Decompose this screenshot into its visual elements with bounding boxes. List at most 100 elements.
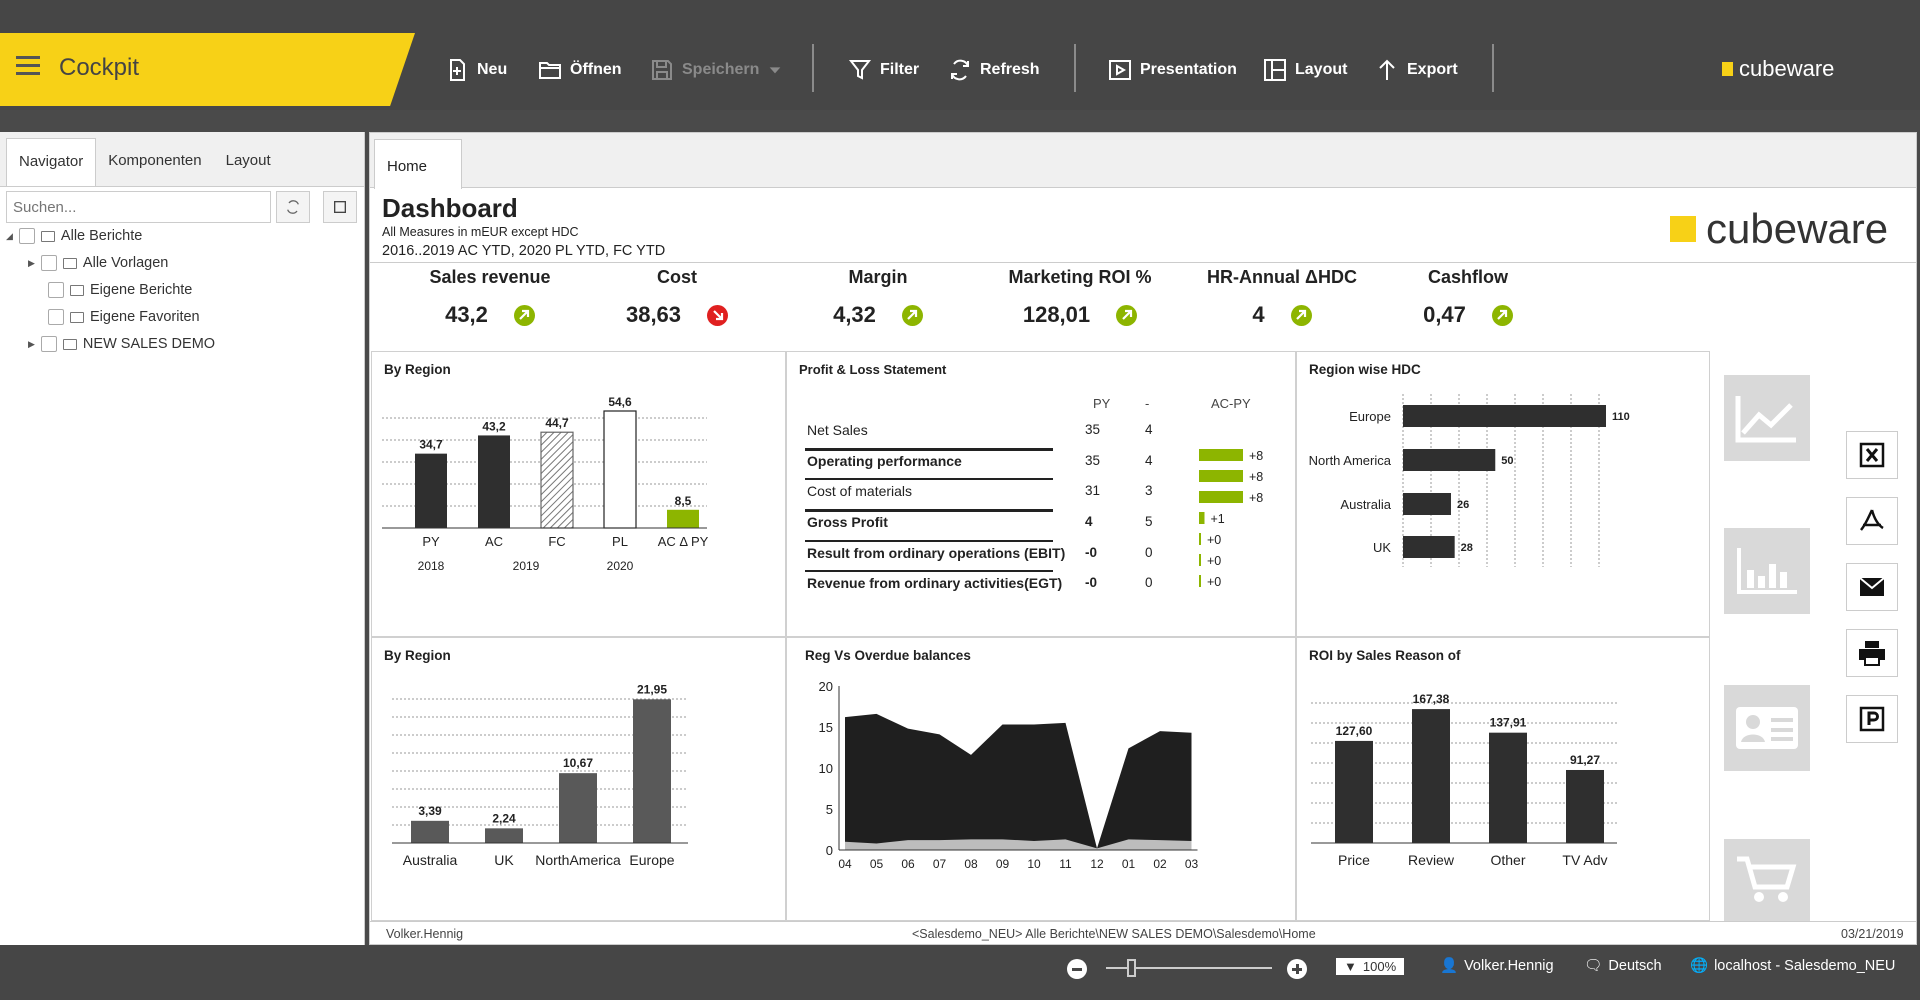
export-button[interactable]: Export (1375, 56, 1458, 84)
new-button[interactable]: Neu (445, 56, 507, 84)
shopping-cart-nav-button[interactable] (1724, 839, 1810, 921)
contact-card-nav-button[interactable] (1724, 685, 1810, 771)
export-powerpoint-button[interactable] (1846, 695, 1898, 743)
printer-icon (1859, 641, 1885, 666)
folder-icon (40, 230, 55, 242)
user-icon: 👤 (1440, 958, 1459, 974)
divider (370, 262, 1916, 263)
delta-label: +8 (1249, 470, 1263, 484)
category-label: North America (1309, 453, 1392, 468)
kpi-label: Cost (657, 267, 697, 287)
zoom-slider-handle[interactable] (1127, 959, 1136, 977)
tree-item-alle-vorlagen[interactable]: ▶ Alle Vorlagen (28, 255, 169, 271)
y-tick-label: 0 (826, 843, 833, 858)
tree-item-new-sales-demo[interactable]: ▶ NEW SALES DEMO (28, 336, 216, 352)
value-label: 110 (1612, 411, 1630, 423)
value-label: 127,60 (1336, 724, 1373, 738)
refresh-icon (287, 200, 299, 214)
search-input[interactable] (6, 191, 271, 223)
hamburger-menu-icon[interactable] (16, 56, 40, 76)
kpi-value-row: 38,63 (577, 302, 777, 328)
kpi-value: 4 (1252, 302, 1265, 327)
category-label: PL (612, 534, 628, 549)
tree-item-alle-berichte[interactable]: ◢ Alle Berichte (6, 228, 143, 244)
presentation-button[interactable]: Presentation (1108, 56, 1237, 84)
tree-expand-icon[interactable]: ▶ (28, 257, 35, 268)
pl-row-divider (805, 540, 1053, 542)
kpi-5[interactable]: Cashflow 0,47 (1368, 267, 1568, 328)
kpi-1[interactable]: Cost 38,63 (577, 267, 777, 328)
tree-expand-icon[interactable]: ▶ (28, 338, 35, 349)
refresh-button[interactable]: Refresh (948, 56, 1040, 84)
x-tick-label: 02 (1153, 857, 1167, 871)
tab-navigator[interactable]: Navigator (6, 138, 97, 186)
bar-chart-nav-button[interactable] (1724, 528, 1810, 614)
toolbar-separator (812, 44, 814, 92)
tree-checkbox[interactable] (40, 336, 57, 352)
kpi-3[interactable]: Marketing ROI % 128,01 (980, 267, 1180, 328)
shopping-cart-icon (1737, 856, 1797, 902)
minus-circle-icon (1067, 959, 1087, 979)
page-subtitle: All Measures in mEUR except HDC (382, 225, 579, 239)
kpi-label: Margin (848, 267, 908, 287)
tab-layout[interactable]: Layout (225, 152, 271, 169)
pl-row-py: 35 (1085, 422, 1101, 437)
export-excel-button[interactable] (1846, 431, 1898, 479)
current-user[interactable]: 👤 Volker.Hennig (1440, 957, 1554, 975)
filter-button[interactable]: Filter (848, 56, 919, 84)
value-label: 34,7 (419, 438, 443, 452)
export-pdf-button[interactable] (1846, 497, 1898, 545)
save-button[interactable]: Speichern (650, 56, 783, 84)
trend-up-icon (1491, 304, 1513, 326)
kpi-2[interactable]: Margin 4,32 (778, 267, 978, 328)
kpi-4[interactable]: HR-Annual ΔHDC 4 (1182, 267, 1382, 328)
pl-row-label: Operating performance (807, 453, 962, 469)
category-label: UK (494, 852, 514, 868)
pl-row-py: -0 (1085, 545, 1098, 560)
kpi-value-row: 0,47 (1368, 302, 1568, 328)
tree-checkbox[interactable] (40, 255, 57, 271)
tree-checkbox[interactable] (48, 282, 64, 298)
value-label: 26 (1457, 499, 1469, 511)
zoom-level-dropdown[interactable]: ▼ 100% (1336, 958, 1405, 975)
kpi-0[interactable]: Sales revenue 43,2 (390, 267, 590, 328)
pl-row-label: Net Sales (807, 422, 868, 438)
refresh-tree-button[interactable] (276, 191, 310, 223)
server-connection[interactable]: 🌐 localhost - Salesdemo_NEU (1690, 957, 1896, 975)
language-selector[interactable]: 🗨 Deutsch (1584, 957, 1662, 975)
top-toolbar: Cockpit Neu Öffnen Speichern Filter Refr… (0, 0, 1920, 110)
zoom-out-button[interactable] (1066, 958, 1088, 980)
pl-col-py: PY (1093, 396, 1111, 411)
zoom-in-button[interactable] (1286, 958, 1308, 980)
tab-home[interactable]: Home (374, 139, 462, 189)
delta-label: +0 (1207, 533, 1221, 547)
tab-komponenten[interactable]: Komponenten (108, 152, 202, 169)
refresh-icon (951, 59, 969, 81)
pl-row-divider (805, 570, 1053, 572)
toolbar-separator (1492, 44, 1494, 92)
delta-label: +0 (1207, 554, 1221, 568)
chart-title: By Region (384, 648, 451, 663)
category-label: PY (422, 534, 440, 549)
tree-collapse-icon[interactable]: ◢ (6, 230, 13, 241)
kpi-value-row: 43,2 (390, 302, 590, 328)
tree-checkbox[interactable] (18, 228, 35, 244)
trend-chart-nav-button[interactable] (1724, 375, 1810, 461)
export-email-button[interactable] (1846, 563, 1898, 611)
tree-item-eigene-favoriten[interactable]: Eigene Favoriten (48, 309, 200, 325)
print-button[interactable] (1846, 629, 1898, 677)
zoom-slider[interactable] (1106, 967, 1272, 969)
layout-icon (1264, 59, 1286, 81)
collapse-tree-button[interactable] (323, 191, 357, 223)
tree-item-eigene-berichte[interactable]: Eigene Berichte (48, 282, 192, 298)
open-button[interactable]: Öffnen (538, 56, 622, 84)
by-region-column-chart: 3,39 Australia 2,24 UK 10,67 NorthAmerica 21,9… (392, 682, 688, 868)
tree-checkbox[interactable] (48, 309, 64, 325)
layout-button[interactable]: Layout (1263, 56, 1347, 84)
status-date: 03/21/2019 (1841, 927, 1904, 941)
folder-icon (70, 311, 84, 323)
area-series-1 (845, 839, 1192, 850)
pl-row-ac: 5 (1145, 514, 1153, 529)
id-card-icon (1736, 707, 1798, 749)
x-tick-label: 12 (1090, 857, 1104, 871)
